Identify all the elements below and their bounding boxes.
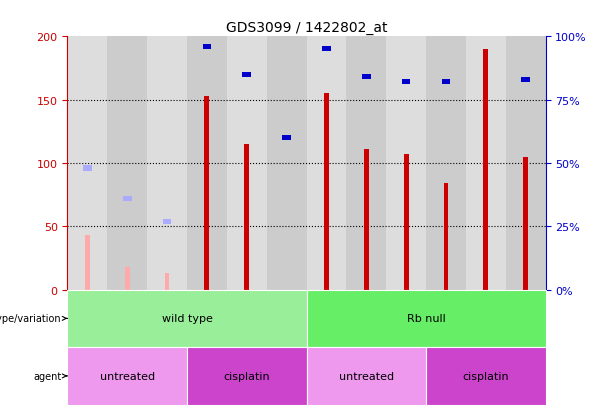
Bar [147,37,187,290]
Bar [306,347,426,405]
Bar [346,37,386,290]
Bar [402,80,411,85]
Bar [426,37,466,290]
Text: genotype/variation: genotype/variation [0,313,67,323]
Bar [107,37,147,290]
Bar [362,75,371,80]
Bar [441,80,451,85]
Bar [364,150,368,290]
Text: agent: agent [33,371,67,381]
Bar [162,219,172,224]
Text: Rb null: Rb null [406,313,446,323]
Bar [386,37,426,290]
Text: wild type: wild type [162,313,212,323]
Bar [187,347,306,405]
Text: untreated: untreated [339,371,394,381]
Bar [521,78,530,83]
Bar [125,267,129,290]
Bar [444,184,448,290]
Bar [506,37,546,290]
Bar [466,37,506,290]
Bar [245,145,249,290]
Bar [67,290,306,347]
Bar [123,196,132,202]
Bar [481,27,490,32]
Bar [83,166,92,171]
Bar [306,37,346,290]
Bar [306,290,546,347]
Bar [322,47,331,52]
Bar [524,157,528,290]
Bar [282,136,291,141]
Bar [67,37,107,290]
Bar [202,45,211,50]
Bar [242,73,251,78]
Text: cisplatin: cisplatin [462,371,509,381]
Bar [205,97,209,290]
Bar [165,273,169,290]
Bar [267,37,306,290]
Title: GDS3099 / 1422802_at: GDS3099 / 1422802_at [226,21,387,35]
Bar [426,347,546,405]
Text: untreated: untreated [100,371,154,381]
Bar [67,347,187,405]
Bar [484,50,488,290]
Bar [404,155,408,290]
Bar [85,235,89,290]
Bar [324,94,329,290]
Bar [227,37,267,290]
Bar [187,37,227,290]
Text: cisplatin: cisplatin [223,371,270,381]
